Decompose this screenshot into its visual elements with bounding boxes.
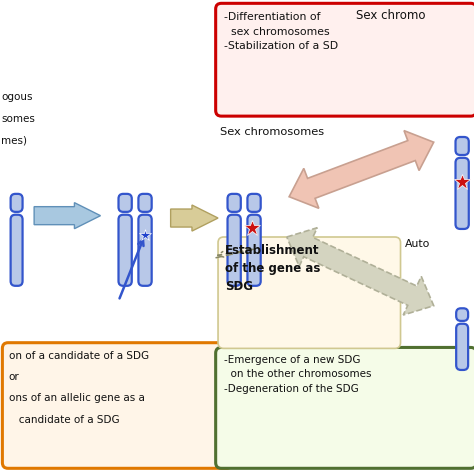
Text: Establishment
of the gene as
SDG: Establishment of the gene as SDG: [225, 244, 320, 293]
Text: candidate of a SDG: candidate of a SDG: [9, 415, 119, 425]
Text: or: or: [9, 372, 19, 382]
FancyBboxPatch shape: [118, 194, 132, 212]
FancyBboxPatch shape: [456, 324, 468, 370]
FancyBboxPatch shape: [138, 215, 152, 286]
FancyBboxPatch shape: [228, 215, 241, 286]
FancyBboxPatch shape: [456, 158, 469, 229]
FancyBboxPatch shape: [456, 308, 468, 321]
FancyBboxPatch shape: [216, 3, 474, 116]
FancyBboxPatch shape: [138, 194, 152, 212]
FancyBboxPatch shape: [2, 343, 232, 468]
Text: Auto: Auto: [405, 239, 431, 249]
Polygon shape: [287, 228, 434, 315]
Text: Sex chromosomes: Sex chromosomes: [220, 128, 325, 137]
FancyBboxPatch shape: [218, 237, 401, 348]
Text: ogous: ogous: [1, 92, 32, 102]
Text: ons of an allelic gene as a: ons of an allelic gene as a: [9, 393, 145, 403]
Text: mes): mes): [1, 135, 27, 145]
FancyBboxPatch shape: [247, 215, 261, 286]
Text: -Differentiation of
  sex chromosomes
-Stabilization of a SD: -Differentiation of sex chromosomes -Sta…: [224, 12, 338, 52]
Text: -Emergence of a new SDG
  on the other chromosomes
-Degeneration of the SDG: -Emergence of a new SDG on the other chr…: [224, 355, 371, 394]
FancyBboxPatch shape: [228, 194, 241, 212]
FancyBboxPatch shape: [456, 137, 469, 155]
FancyBboxPatch shape: [216, 347, 474, 468]
Polygon shape: [34, 202, 100, 229]
Text: Sex chromo: Sex chromo: [356, 9, 425, 21]
FancyBboxPatch shape: [10, 194, 23, 212]
FancyBboxPatch shape: [10, 215, 23, 286]
FancyBboxPatch shape: [247, 194, 261, 212]
FancyBboxPatch shape: [118, 215, 132, 286]
Text: on of a candidate of a SDG: on of a candidate of a SDG: [9, 351, 149, 361]
Polygon shape: [171, 205, 218, 231]
Polygon shape: [289, 131, 434, 208]
Text: somes: somes: [1, 114, 35, 124]
